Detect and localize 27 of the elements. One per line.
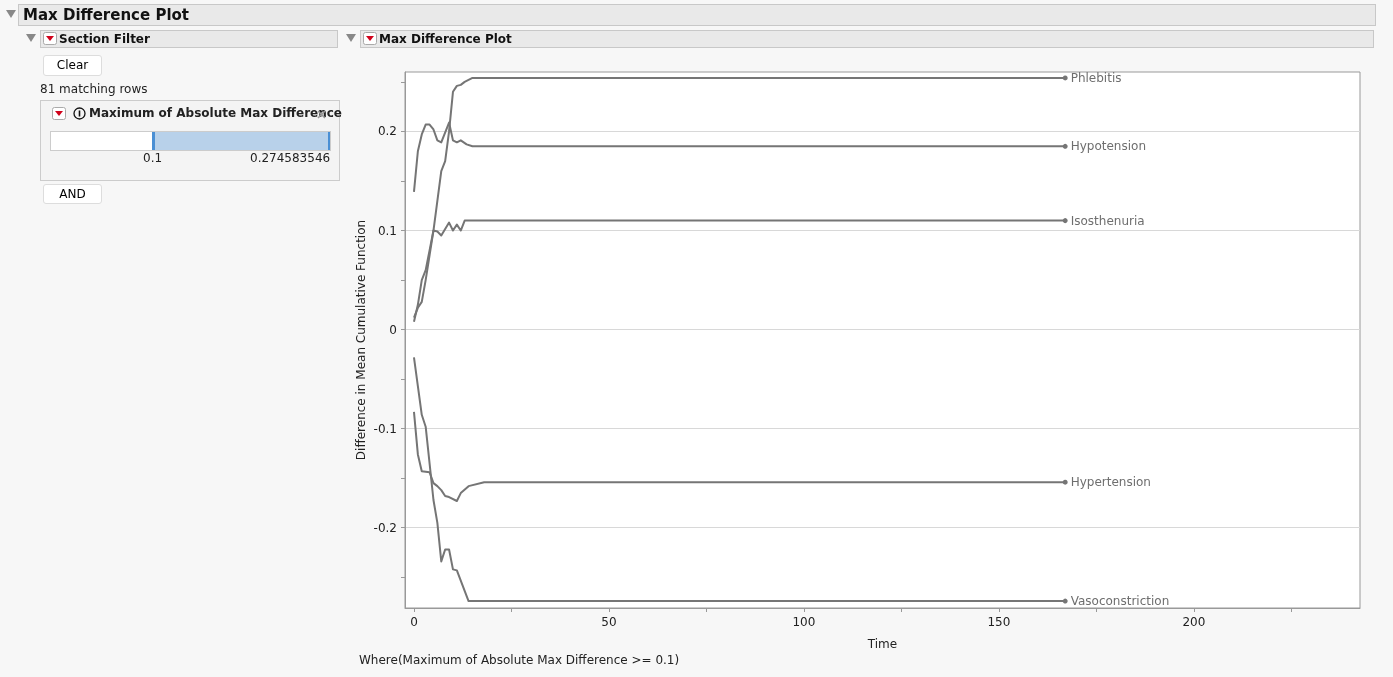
- text: AND: [43, 184, 102, 204]
- series-label: Phlebitis: [1070, 70, 1122, 85]
- series-label: Hypertension: [1070, 475, 1151, 490]
- y-tick-label: 0: [389, 322, 397, 337]
- y-axis-title: Difference in Mean Cumulative Function: [354, 219, 368, 461]
- text: Max Difference Plot: [18, 4, 1376, 26]
- x-tick-label: 50: [601, 615, 617, 629]
- x-axis-title: Time: [866, 637, 898, 651]
- text: Where(Maximum of Absolute Max Difference >= 0.1): [359, 653, 680, 667]
- y-tick-label: -0.1: [373, 421, 397, 436]
- series-label: Isosthenuria: [1070, 213, 1145, 228]
- series-label: Vasoconstriction: [1070, 594, 1170, 609]
- x-tick-label: 100: [792, 615, 816, 629]
- text: 0.1: [143, 151, 163, 165]
- y-tick-label: 0.2: [377, 124, 397, 139]
- y-tick-label: -0.2: [373, 520, 397, 535]
- x-tick-label: 0: [410, 615, 418, 629]
- series-label: Hypotension: [1070, 139, 1147, 154]
- text: 0.274583546: [250, 151, 331, 165]
- text: Clear: [43, 55, 102, 76]
- x-tick-label: 150: [987, 615, 1011, 629]
- text: Maximum of Absolute Max Difference: [89, 106, 342, 120]
- y-tick-label: 0.1: [377, 223, 397, 238]
- chart-subtitle: Max Difference Plot: [360, 30, 1374, 48]
- text: Section Filter: [40, 30, 338, 48]
- x-tick-label: 200: [1182, 615, 1206, 629]
- text: 81 matching rows: [40, 82, 148, 96]
